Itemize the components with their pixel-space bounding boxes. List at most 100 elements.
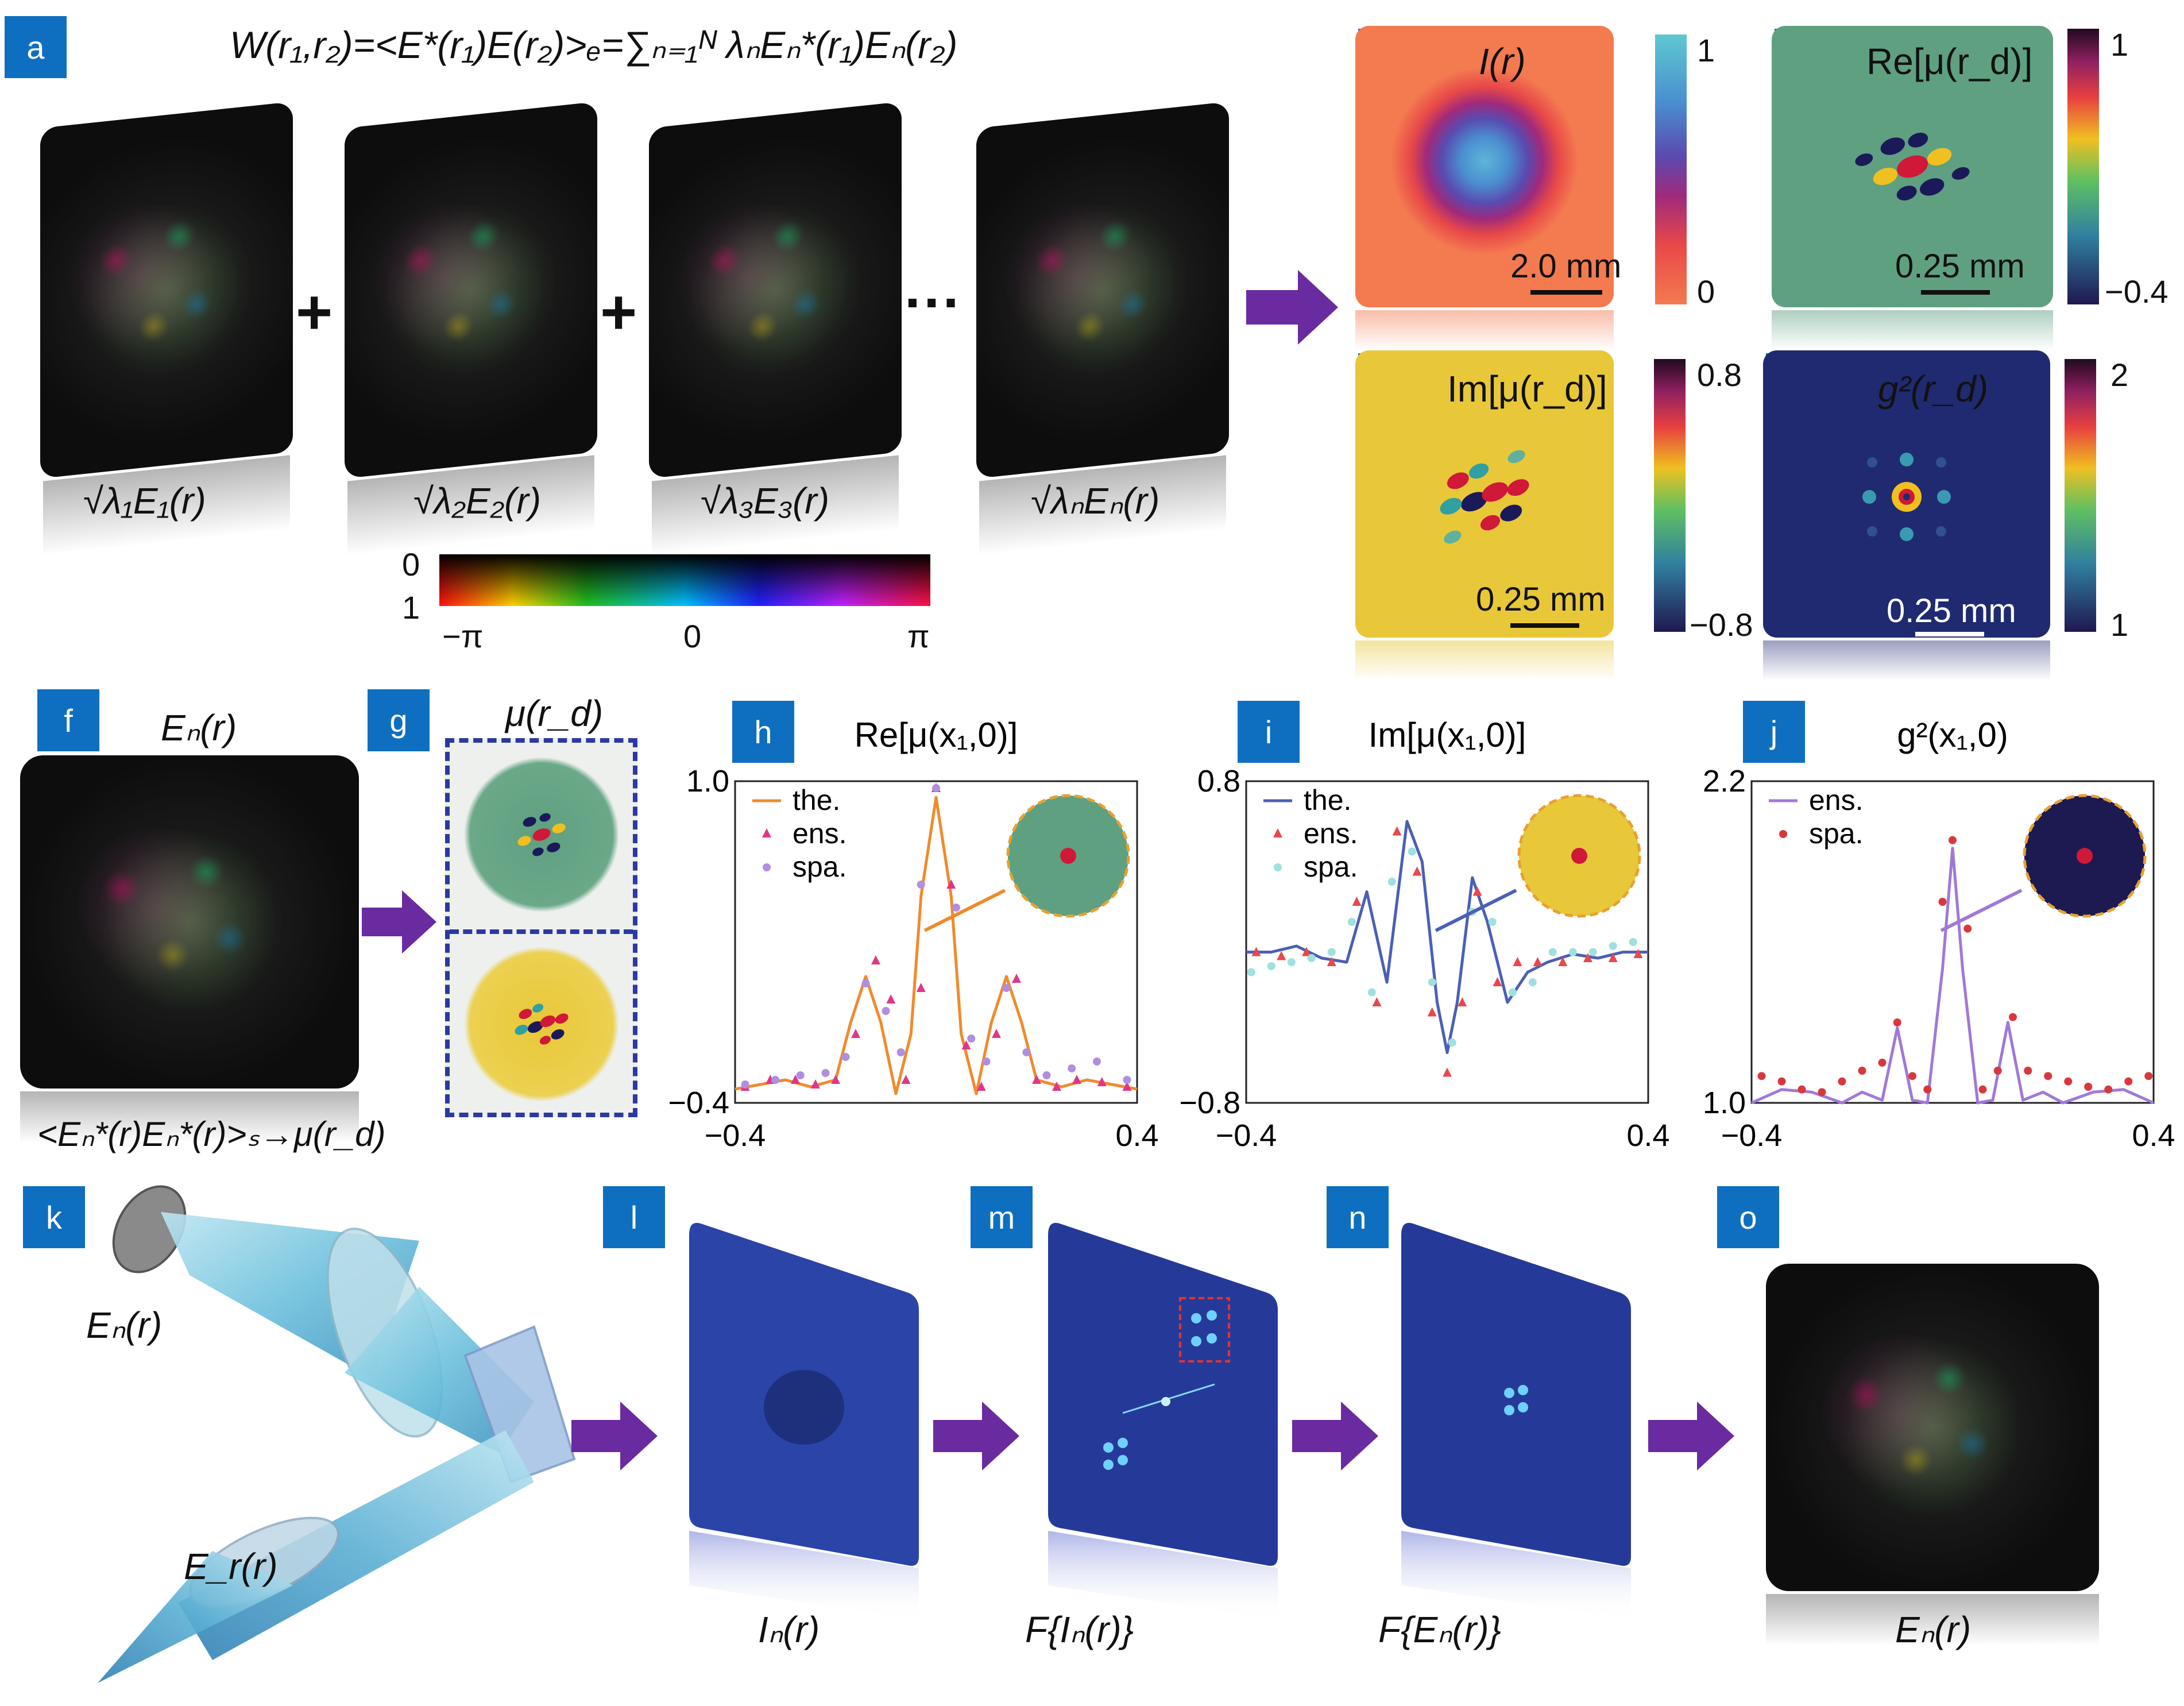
chart-h-point [976, 1082, 986, 1091]
panel-c-pattern [1855, 133, 1970, 200]
chart-i-point [1287, 958, 1296, 966]
chart-h-legend-label: ens. [793, 817, 847, 850]
chart-i-point [1352, 897, 1362, 906]
chart-j-xtick-max: 0.4 [2132, 1118, 2175, 1153]
chart-i-point [1327, 957, 1336, 966]
panel-b-cbar-max: 1 [1697, 32, 1715, 68]
chart-i-point [1307, 954, 1316, 962]
colorbar-tick-pi: π [907, 618, 930, 654]
mode-screen-n [976, 101, 1229, 479]
chart-h-legend-label: the. [793, 784, 840, 816]
arrow-k-to-l [571, 1402, 658, 1470]
panel-e-scale-label: 0.25 mm [1887, 592, 2016, 630]
chart-i-point [1513, 957, 1522, 966]
chart-h-point [946, 879, 956, 889]
reference-beam [178, 1430, 534, 1660]
arrow-f-to-g [362, 890, 436, 954]
chart-h-point [901, 1075, 911, 1084]
panel-tag-i: i [1238, 701, 1300, 763]
arrow-m-to-n [1292, 1402, 1378, 1470]
arrow-a-to-b [1246, 270, 1338, 345]
panel-c-cbar-max: 1 [2110, 26, 2129, 63]
chart-h-point [967, 1035, 976, 1043]
panel-e-scalebar [1915, 632, 1984, 636]
chart-i-point [1548, 948, 1557, 956]
chart-j-point [2084, 1083, 2093, 1091]
chart-h-point [1122, 1082, 1132, 1091]
chart-i-point [1267, 962, 1275, 970]
panel-e-colorbar [2065, 359, 2096, 632]
panel-g-divider [450, 929, 633, 934]
chart-j-point [1908, 1072, 1916, 1080]
chart-h-point [811, 1079, 820, 1089]
chart-h-point [791, 1075, 800, 1084]
chart-h-point [741, 1080, 749, 1089]
chart-h-ytick-max: 1.0 [686, 764, 729, 798]
panel-c-real-coherence [1772, 26, 2053, 307]
chart-i-point [1448, 1039, 1456, 1047]
chart-h-point [1042, 1071, 1051, 1079]
chart-j-point [1963, 924, 1972, 933]
colorbar-left-bottom: 1 [402, 589, 420, 626]
chart-i-point [1392, 826, 1402, 836]
panel-e-title: g²(r_d) [1878, 368, 1989, 410]
panel-n-filtered-screen [1401, 1222, 1631, 1620]
chart-i-ytick-max: 0.8 [1197, 764, 1240, 798]
panel-k-label-object: Eₙ(r) [86, 1304, 163, 1346]
panel-n-label: F{Eₙ(r)} [1378, 1609, 1501, 1650]
chart-h-point [831, 1075, 840, 1084]
panel-b-reflection [1355, 310, 1614, 350]
chart-i-point [1367, 988, 1376, 997]
ellipsis: ··· [904, 271, 962, 335]
chart-h-legend-swatch [762, 828, 771, 837]
mode-label-n: √λₙEₙ(r) [1031, 480, 1160, 522]
panel-b-scale-label: 2.0 mm [1510, 248, 1622, 285]
chart-i-point [1408, 847, 1416, 856]
chart-j-point [2009, 1013, 2017, 1021]
panel-tag-j: j [1743, 701, 1805, 763]
panel-c-reflection [1772, 310, 2053, 350]
chart-j-point [2104, 1085, 2113, 1094]
arrow-n-to-o [1648, 1402, 1734, 1470]
panel-k-optics [98, 1185, 576, 1683]
chart-i: Im[μ(x₁,0)] 0.8 −0.8−0.4 0.4 the.ens.spa. [1179, 716, 1669, 1153]
chart-j-point [1978, 1085, 1987, 1094]
chart-h-point [861, 979, 870, 987]
chart-j: g²(x₁,0) 2.2 1.0−0.4 0.4 ens.spa. [1703, 716, 2175, 1153]
panel-d-pattern [1440, 450, 1529, 544]
panel-g-real-disk [464, 757, 619, 912]
chart-i-legend-label: ens. [1304, 817, 1358, 850]
chart-h-title: Re[μ(x₁,0)] [855, 716, 1018, 754]
chart-i-legend-swatch [1274, 863, 1282, 871]
chart-j-series-line [1750, 847, 2155, 1105]
chart-h-legend-swatch [763, 863, 771, 871]
chart-j-point [1777, 1077, 1786, 1086]
mode-screen-2 [345, 101, 597, 479]
panel-e-g2 [1763, 350, 2050, 638]
chart-h-ytick-min: −0.4 [668, 1086, 729, 1120]
chart-i-inset-arrow [1435, 889, 1517, 932]
chart-h-point [917, 881, 925, 889]
chart-j-legend-label: ens. [1809, 784, 1864, 816]
panel-d-colorbar [1654, 359, 1686, 632]
chart-j-point [2064, 1077, 2073, 1086]
chart-h-point [1002, 984, 1011, 992]
chart-j-point [2124, 1077, 2133, 1086]
panel-l-hologram-screen [689, 1222, 919, 1620]
panel-d-scalebar [1510, 623, 1579, 628]
plus-sign-1: + [296, 277, 333, 348]
panel-e-cbar-max: 2 [2110, 357, 2129, 393]
panel-c-title: Re[μ(r_d)] [1866, 41, 2033, 82]
chart-h-point [896, 1048, 905, 1056]
chart-j-point [1993, 1067, 2002, 1075]
panel-m-fourier-screen [1048, 1222, 1278, 1620]
chart-h-point [821, 1069, 830, 1077]
colorbar-tick-neg-pi: −π [442, 618, 484, 654]
panel-c-scalebar [1921, 290, 1990, 295]
chart-i-point [1347, 918, 1356, 926]
chart-i-point [1629, 938, 1637, 946]
chart-h-point [961, 1040, 971, 1049]
colorbar-tick-zero: 0 [683, 618, 702, 654]
panel-tag-n: n [1327, 1186, 1389, 1248]
chart-j-point [1858, 1067, 1866, 1075]
